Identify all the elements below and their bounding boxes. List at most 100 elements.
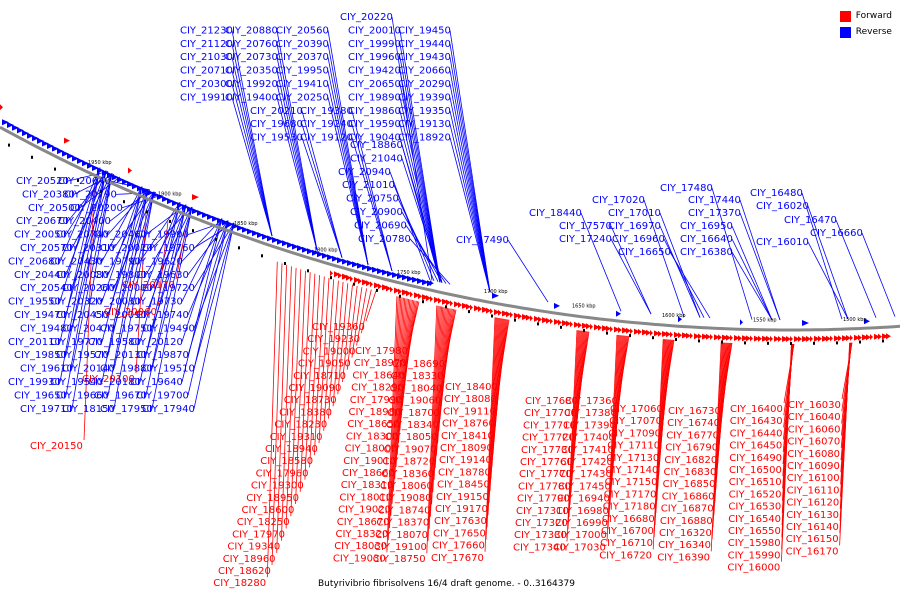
- forward-gene-label: CIY_16440: [730, 428, 783, 439]
- leader-line: [107, 189, 149, 396]
- reverse-gene-arrow: [142, 187, 149, 194]
- leader-line: [187, 220, 229, 356]
- scale-tick-label: 1750 kbp: [397, 270, 421, 276]
- forward-gene-arrow: [658, 330, 662, 337]
- reverse-gene-label: CIY_17490: [456, 235, 509, 246]
- forward-gene-label: CIY_15980: [728, 538, 781, 549]
- forward-gene-label: CIY_17720: [522, 433, 575, 444]
- reverse-gene-label: CIY_19580: [88, 337, 141, 348]
- forward-gene-label: CIY_18410: [441, 431, 494, 442]
- scale-tick-label: 1600 kbp: [662, 313, 686, 319]
- reverse-gene-arrow: [207, 213, 214, 220]
- leader-line: [484, 317, 496, 552]
- forward-gene-arrow: [490, 308, 493, 315]
- forward-gene-label: CIY_18320: [336, 529, 389, 540]
- gene-labels: 1950 kbp 1900 kbp 1850 kbp 1800 kbp 1750 kbp…: [8, 12, 867, 589]
- forward-gene-arrow: [442, 298, 449, 305]
- forward-gene-arrow: [762, 335, 769, 342]
- forward-gene-arrow: [858, 334, 862, 341]
- forward-gene-arrow: [698, 333, 702, 340]
- forward-gene-label: CIY_20060: [104, 307, 157, 318]
- reverse-gene-arrow: [232, 223, 239, 230]
- forward-gene-arrow: [586, 323, 591, 330]
- reverse-gene-label: CIY_19350: [398, 106, 451, 117]
- forward-gene-arrow: [822, 335, 829, 342]
- reverse-gene-label: CIY_17940: [142, 404, 195, 415]
- leader-line: [486, 317, 498, 528]
- reverse-gene-label: CIY_19960: [348, 52, 401, 63]
- leader-line: [490, 318, 502, 479]
- leader-line: [101, 186, 143, 262]
- leader-line: [65, 170, 107, 275]
- reverse-gene-label: CIY_19420: [348, 66, 401, 77]
- reverse-gene-label: CIY_20400: [58, 216, 111, 227]
- legend-label-reverse: Reverse: [855, 27, 892, 37]
- forward-gene-arrow: [562, 320, 569, 327]
- forward-gene-label: CIY_17990: [350, 395, 403, 406]
- reverse-gene-label: CIY_19610: [20, 364, 73, 375]
- reverse-gene-label: CIY_19630: [136, 270, 189, 281]
- forward-gene-arrow: [806, 335, 811, 342]
- reverse-gene-label: CIY_19650: [14, 390, 67, 401]
- forward-gene-arrow: [582, 322, 589, 329]
- leader-line: [181, 218, 223, 302]
- backbone-tick: [652, 336, 654, 340]
- reverse-gene-arrow: [197, 210, 204, 216]
- forward-gene-arrow: [458, 302, 462, 308]
- forward-gene-label: CIY_18720: [382, 457, 435, 468]
- forward-gene-label: CIY_19000: [303, 346, 356, 357]
- leader-line: [139, 202, 181, 262]
- leader-line: [652, 339, 664, 550]
- reverse-gene-label: CIY_20130: [94, 350, 147, 361]
- reverse-gene-arrow: [172, 200, 179, 207]
- forward-gene-label: CIY_18400: [445, 382, 498, 393]
- leader-line: [301, 110, 343, 258]
- forward-gene-label: CIY_18230: [274, 420, 327, 431]
- reverse-gene-label: CIY_19740: [136, 310, 189, 321]
- reverse-gene-label: CIY_19390: [398, 92, 451, 103]
- reverse-gene-label: CIY_19490: [142, 323, 195, 334]
- leader-line: [290, 269, 302, 517]
- leader-line: [151, 207, 193, 409]
- reverse-gene-label: CIY_20030: [88, 297, 141, 308]
- leader-line: [391, 16, 433, 281]
- forward-gene-arrow: [574, 321, 580, 328]
- reverse-gene-arrow: [402, 274, 409, 281]
- leader-line: [669, 251, 711, 319]
- forward-gene-label: CIY_18360: [381, 469, 434, 480]
- forward-gene-label: CIY_17410: [561, 445, 614, 456]
- backbone-tick: [859, 340, 861, 344]
- reverse-gene-label: CIY_19680: [250, 119, 303, 130]
- forward-gene-arrow: [630, 328, 633, 335]
- reverse-gene-label: CIY_19430: [398, 52, 451, 63]
- backbone-tick: [767, 341, 769, 345]
- forward-gene-arrow: [842, 335, 849, 342]
- leader-line: [395, 298, 407, 468]
- leader-line: [387, 296, 399, 541]
- forward-gene-arrow: [342, 273, 349, 280]
- forward-gene-label: CIY_18670: [337, 517, 390, 528]
- backbone-tick: [238, 246, 240, 250]
- leader-line: [328, 280, 339, 419]
- forward-gene-arrow: [482, 306, 489, 313]
- leader-line: [801, 192, 843, 320]
- reverse-gene-label: CIY_20370: [276, 52, 329, 63]
- backbone-tick: [399, 294, 401, 298]
- forward-gene-label: CIY_17630: [434, 516, 487, 527]
- reverse-gene-arrow: [312, 249, 319, 256]
- forward-gene-label: CIY_18760: [442, 419, 495, 430]
- leader-line: [101, 186, 143, 383]
- reverse-gene-label: CIY_19510: [142, 364, 195, 375]
- forward-gene-label: CIY_17430: [559, 469, 612, 480]
- backbone-tick: [514, 318, 516, 322]
- reverse-gene-label: CIY_20880: [225, 25, 278, 36]
- forward-gene-label: CIY_18010: [339, 492, 392, 503]
- leader-line: [266, 261, 278, 578]
- reverse-gene-label: CIY_19240: [300, 119, 353, 130]
- reverse-gene-label: CIY_19790: [88, 256, 141, 267]
- reverse-gene-arrow: [616, 310, 621, 317]
- backbone-tick: [100, 189, 102, 193]
- reverse-gene-label: CIY_19800: [94, 270, 147, 281]
- backbone-tick: [537, 322, 539, 326]
- reverse-gene-label: CIY_20000: [100, 283, 153, 294]
